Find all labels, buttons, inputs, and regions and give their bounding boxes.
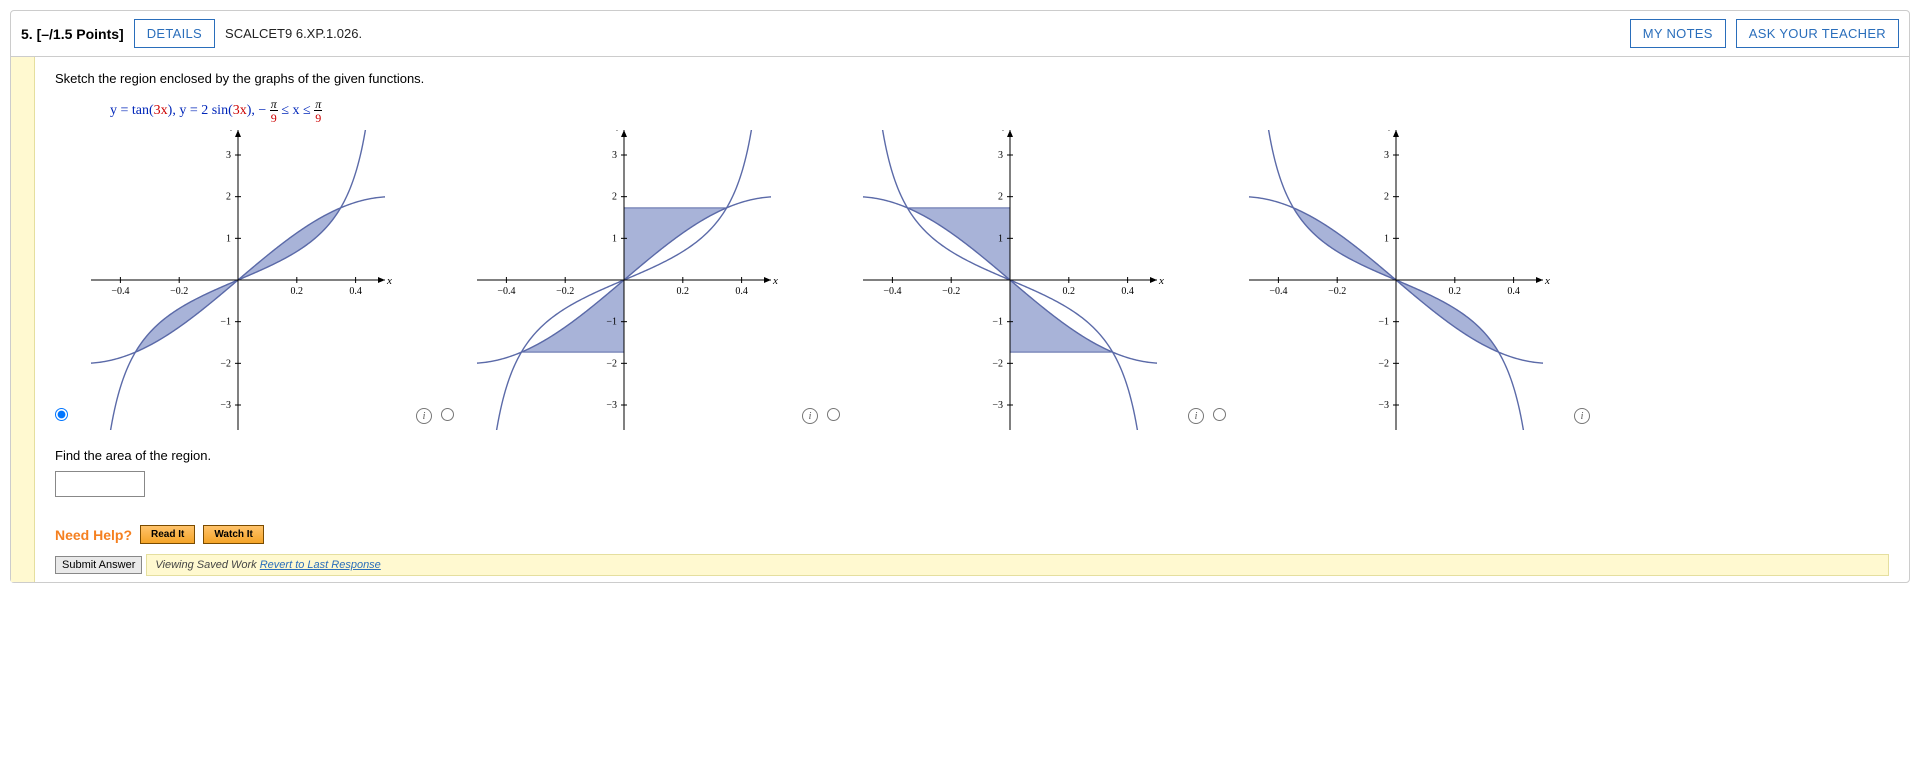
- revert-link[interactable]: Revert to Last Response: [260, 559, 381, 571]
- svg-text:−2: −2: [1378, 358, 1389, 369]
- svg-text:0.2: 0.2: [291, 286, 304, 297]
- graph-cell-a: −0.4 −0.2 0.2 0.4 −3 −2 −1 1 2 3 x y: [73, 130, 413, 430]
- grade-strip: [11, 57, 35, 582]
- svg-text:0.4: 0.4: [1121, 286, 1134, 297]
- question-body: Sketch the region enclosed by the graphs…: [35, 57, 1909, 582]
- question-body-outer: Sketch the region enclosed by the graphs…: [11, 57, 1909, 582]
- graph-option-wrapper: −0.4 −0.2 0.2 0.4 −3 −2 −1 1 2 3 x y i: [441, 130, 821, 430]
- equation-line: y = tan(3x), y = 2 sin(3x), − π9 ≤ x ≤ π…: [55, 98, 1889, 124]
- svg-text:−1: −1: [992, 317, 1003, 328]
- svg-text:y: y: [230, 130, 236, 131]
- graph-svg-c: −0.4 −0.2 0.2 0.4 −3 −2 −1 1 2 3 x y: [845, 130, 1175, 430]
- svg-text:−1: −1: [220, 317, 231, 328]
- svg-text:−0.4: −0.4: [1269, 286, 1287, 297]
- svg-text:x: x: [386, 275, 392, 287]
- graph-svg-d: −0.4 −0.2 0.2 0.4 −3 −2 −1 1 2 3 x y: [1231, 130, 1561, 430]
- svg-text:−1: −1: [606, 317, 617, 328]
- svg-text:0.4: 0.4: [1507, 286, 1520, 297]
- svg-text:3: 3: [226, 150, 231, 161]
- info-icon[interactable]: i: [802, 408, 818, 424]
- graph-radio-b[interactable]: [441, 408, 454, 421]
- svg-text:1: 1: [612, 233, 617, 244]
- fraction-neg-pi9: π9: [270, 98, 278, 124]
- svg-text:−3: −3: [992, 400, 1003, 411]
- svg-text:−0.4: −0.4: [497, 286, 515, 297]
- graph-options-row: −0.4 −0.2 0.2 0.4 −3 −2 −1 1 2 3 x y i −0.4 −0.2 0.2 0…: [55, 130, 1889, 430]
- svg-text:−2: −2: [992, 358, 1003, 369]
- svg-text:−0.4: −0.4: [111, 286, 129, 297]
- submit-row: Submit Answer Viewing Saved Work Revert …: [55, 554, 1889, 576]
- svg-text:−0.4: −0.4: [883, 286, 901, 297]
- graph-option-wrapper: −0.4 −0.2 0.2 0.4 −3 −2 −1 1 2 3 x y i: [827, 130, 1207, 430]
- graph-option-wrapper: −0.4 −0.2 0.2 0.4 −3 −2 −1 1 2 3 x y i: [55, 130, 435, 430]
- question-number: 5. [–/1.5 Points]: [21, 26, 124, 42]
- svg-text:x: x: [1544, 275, 1550, 287]
- info-icon[interactable]: i: [416, 408, 432, 424]
- svg-text:1: 1: [998, 233, 1003, 244]
- svg-text:0.4: 0.4: [735, 286, 748, 297]
- svg-text:−1: −1: [1378, 317, 1389, 328]
- svg-text:2: 2: [612, 192, 617, 203]
- svg-text:y: y: [1388, 130, 1394, 131]
- question-frame: 5. [–/1.5 Points] DETAILS SCALCET9 6.XP.…: [10, 10, 1910, 583]
- svg-text:−0.2: −0.2: [942, 286, 960, 297]
- svg-text:1: 1: [1384, 233, 1389, 244]
- graph-radio-a[interactable]: [55, 408, 68, 421]
- graph-cell-b: −0.4 −0.2 0.2 0.4 −3 −2 −1 1 2 3 x y: [459, 130, 799, 430]
- graph-svg-b: −0.4 −0.2 0.2 0.4 −3 −2 −1 1 2 3 x y: [459, 130, 789, 430]
- svg-text:x: x: [1158, 275, 1164, 287]
- svg-text:−2: −2: [606, 358, 617, 369]
- svg-text:3: 3: [998, 150, 1003, 161]
- svg-text:0.2: 0.2: [1449, 286, 1462, 297]
- svg-text:x: x: [772, 275, 778, 287]
- graph-cell-c: −0.4 −0.2 0.2 0.4 −3 −2 −1 1 2 3 x y: [845, 130, 1185, 430]
- svg-text:−0.2: −0.2: [1328, 286, 1346, 297]
- fraction-pi9: π9: [314, 98, 322, 124]
- svg-text:−0.2: −0.2: [556, 286, 574, 297]
- graph-svg-a: −0.4 −0.2 0.2 0.4 −3 −2 −1 1 2 3 x y: [73, 130, 403, 430]
- info-icon[interactable]: i: [1574, 408, 1590, 424]
- graph-radio-c[interactable]: [827, 408, 840, 421]
- ask-teacher-button[interactable]: ASK YOUR TEACHER: [1736, 19, 1899, 48]
- svg-text:1: 1: [226, 233, 231, 244]
- question-code: SCALCET9 6.XP.1.026.: [225, 26, 362, 41]
- graph-cell-d: −0.4 −0.2 0.2 0.4 −3 −2 −1 1 2 3 x y: [1231, 130, 1571, 430]
- help-row: Need Help? Read It Watch It: [55, 525, 1889, 544]
- saved-work-banner: Viewing Saved Work Revert to Last Respon…: [146, 554, 1889, 576]
- svg-text:−3: −3: [606, 400, 617, 411]
- info-icon[interactable]: i: [1188, 408, 1204, 424]
- svg-text:3: 3: [612, 150, 617, 161]
- svg-text:−3: −3: [1378, 400, 1389, 411]
- svg-text:−3: −3: [220, 400, 231, 411]
- submit-answer-button[interactable]: Submit Answer: [55, 556, 142, 574]
- svg-text:2: 2: [1384, 192, 1389, 203]
- details-button[interactable]: DETAILS: [134, 19, 215, 48]
- read-it-button[interactable]: Read It: [140, 525, 195, 544]
- question-header: 5. [–/1.5 Points] DETAILS SCALCET9 6.XP.…: [11, 11, 1909, 57]
- area-answer-input[interactable]: [55, 471, 145, 497]
- svg-text:2: 2: [998, 192, 1003, 203]
- svg-text:0.2: 0.2: [1063, 286, 1076, 297]
- question-prompt: Sketch the region enclosed by the graphs…: [55, 71, 1889, 86]
- svg-text:0.4: 0.4: [349, 286, 362, 297]
- my-notes-button[interactable]: MY NOTES: [1630, 19, 1726, 48]
- need-help-label: Need Help?: [55, 527, 132, 543]
- svg-text:2: 2: [226, 192, 231, 203]
- svg-text:0.2: 0.2: [677, 286, 690, 297]
- area-prompt: Find the area of the region.: [55, 448, 1889, 463]
- svg-text:3: 3: [1384, 150, 1389, 161]
- svg-text:y: y: [1002, 130, 1008, 131]
- svg-text:−0.2: −0.2: [170, 286, 188, 297]
- graph-radio-d[interactable]: [1213, 408, 1226, 421]
- svg-text:−2: −2: [220, 358, 231, 369]
- svg-text:y: y: [616, 130, 622, 131]
- graph-option-wrapper: −0.4 −0.2 0.2 0.4 −3 −2 −1 1 2 3 x y i: [1213, 130, 1593, 430]
- watch-it-button[interactable]: Watch It: [203, 525, 264, 544]
